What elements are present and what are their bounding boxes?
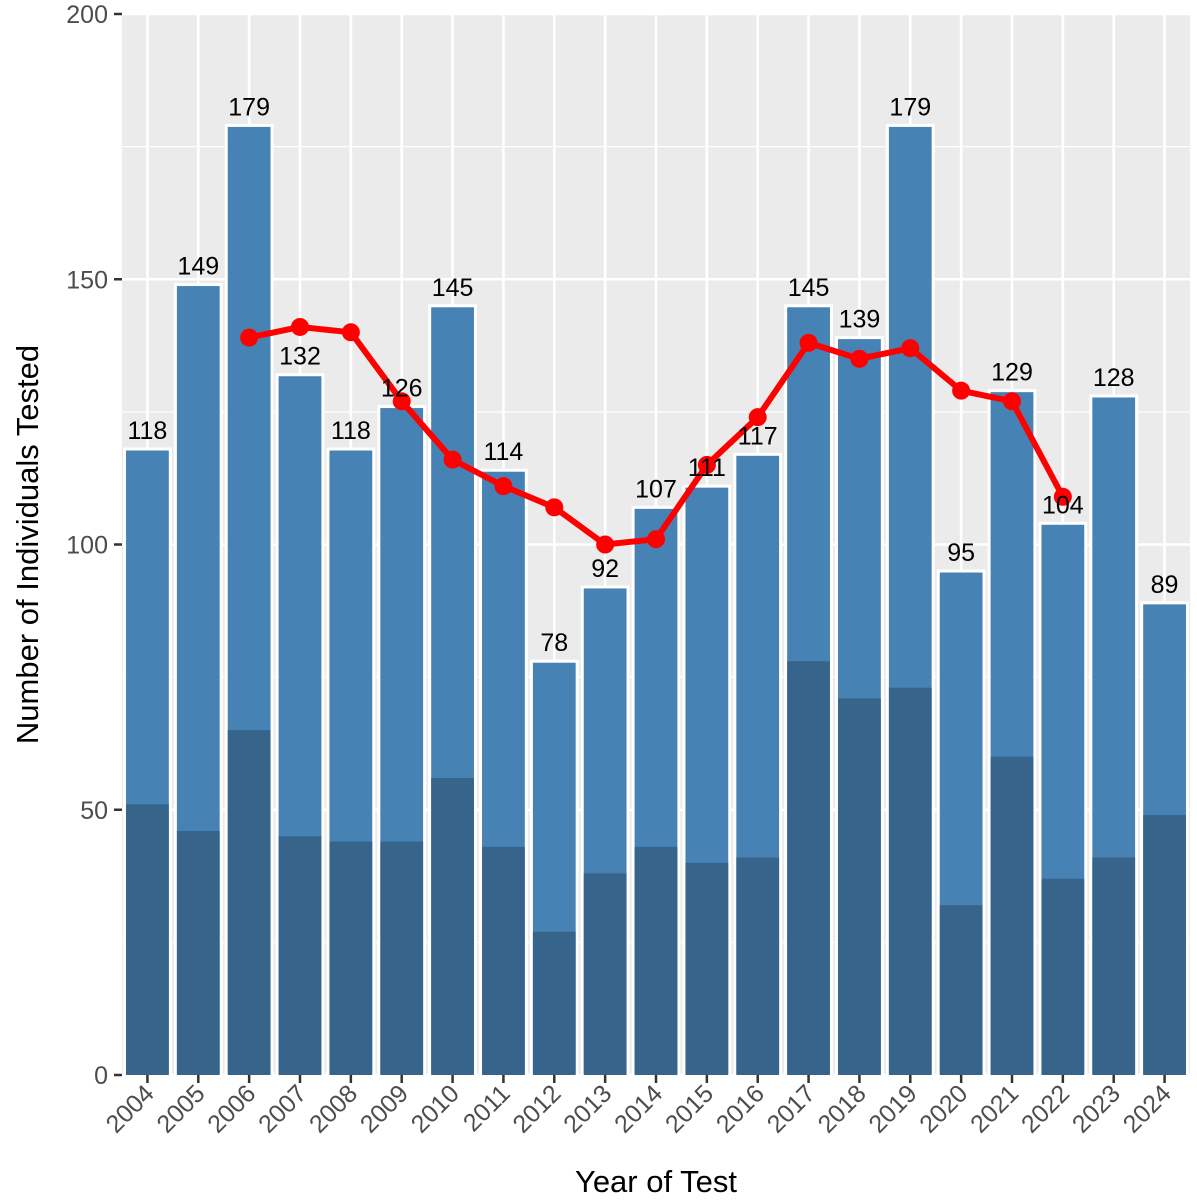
x-tick-label-2009: 2009	[355, 1079, 414, 1138]
bar-subset-2004	[126, 804, 169, 1075]
x-tick-label-2010: 2010	[406, 1079, 465, 1138]
x-tick-label-2014: 2014	[609, 1079, 668, 1138]
data-label-2010: 145	[432, 274, 474, 302]
x-tick-label-2019: 2019	[863, 1079, 922, 1138]
data-labels: 118 149 179 132 118 126 145 114 78 92 107 111 117 145…	[127, 93, 1178, 657]
x-tick-label-2005: 2005	[151, 1079, 210, 1138]
bar-subset-2016	[736, 857, 780, 1075]
bar-subset-2009	[380, 841, 424, 1075]
x-axis-title: Year of Test	[575, 1164, 737, 1199]
y-tick-label: 150	[66, 266, 108, 294]
line-layer	[240, 317, 1072, 554]
x-tick-label-2017: 2017	[762, 1079, 821, 1138]
bar-subset-2005	[176, 830, 220, 1075]
data-label-2018: 139	[839, 306, 881, 334]
data-label-2014: 107	[635, 475, 677, 503]
line-point-2011	[494, 477, 513, 496]
line-point-2017	[799, 333, 818, 352]
line-point-2014	[647, 530, 665, 549]
x-tick-label-2023: 2023	[1067, 1079, 1126, 1138]
line-point-2019	[901, 339, 920, 358]
y-axis: 0 50 100 150 200	[66, 1, 122, 1090]
line-point-2021	[1003, 392, 1021, 411]
bar-subset-2021	[990, 756, 1034, 1075]
y-tick-label: 0	[94, 1062, 108, 1090]
y-tick-label: 200	[66, 1, 108, 29]
data-label-2015: 111	[688, 454, 726, 482]
data-label-2016: 117	[738, 422, 778, 450]
line-point-2016	[748, 408, 767, 427]
x-tick-label-2016: 2016	[711, 1079, 770, 1138]
data-label-2004: 118	[127, 417, 167, 445]
bar-subset-2020	[939, 905, 983, 1075]
data-label-2011: 114	[483, 438, 523, 466]
bar-subset-2014	[634, 846, 678, 1075]
data-label-2009: 126	[381, 375, 423, 403]
bar-subset-2006	[227, 730, 271, 1075]
line-point-2012	[545, 498, 564, 517]
data-label-2012: 78	[540, 629, 568, 657]
bar-subset-2010	[431, 777, 474, 1075]
data-label-2022: 104	[1042, 491, 1084, 519]
x-tick-label-2011: 2011	[458, 1079, 516, 1137]
line-point-2015	[697, 455, 716, 474]
x-tick-label-2021: 2021	[965, 1079, 1024, 1138]
data-label-2006: 179	[228, 93, 270, 121]
data-label-2021: 129	[991, 359, 1033, 387]
data-label-2013: 92	[591, 555, 619, 583]
bar-subset-2017	[787, 661, 830, 1075]
bar-subset-2008	[329, 841, 373, 1075]
line-point-2006	[240, 328, 259, 347]
data-label-2020: 95	[947, 539, 975, 567]
data-label-2023: 128	[1093, 364, 1135, 392]
data-label-2019: 179	[889, 93, 931, 121]
data-label-2024: 89	[1151, 571, 1179, 599]
x-tick-label-2020: 2020	[914, 1079, 973, 1138]
x-tick-label-2013: 2013	[558, 1079, 617, 1138]
bar-subset-2022	[1041, 878, 1085, 1075]
bar-subset-2023	[1092, 857, 1136, 1075]
bar-subset-2013	[583, 873, 627, 1075]
x-tick-label-2018: 2018	[813, 1079, 872, 1138]
bar-subset-2015	[685, 862, 729, 1075]
x-tick-label-2004: 2004	[101, 1079, 160, 1138]
x-tick-label-2008: 2008	[304, 1079, 363, 1138]
line-point-2008	[341, 323, 360, 342]
y-axis-title: Number of Individuals Tested	[10, 345, 45, 744]
line-point-2007	[291, 317, 309, 336]
bar-subset-2012	[532, 931, 576, 1075]
line-point-2009	[392, 392, 411, 411]
bar-subset-2024	[1143, 815, 1186, 1075]
line-point-2010	[443, 450, 462, 469]
x-tick-label-2022: 2022	[1016, 1079, 1075, 1138]
x-tick-label-2024: 2024	[1118, 1079, 1177, 1138]
data-label-2005: 149	[177, 253, 219, 281]
x-tick-label-2007: 2007	[253, 1079, 312, 1138]
y-tick-label: 100	[66, 532, 108, 560]
x-axis: 2004200520062007200820092010201120122013…	[101, 1075, 1177, 1139]
bar-subset-2019	[888, 687, 932, 1075]
x-tick-label-2015: 2015	[660, 1079, 719, 1138]
data-label-2017: 145	[788, 274, 830, 302]
line-point-2020	[952, 381, 971, 400]
data-label-2007: 132	[279, 343, 321, 371]
y-tick-label: 50	[80, 797, 108, 825]
data-label-2008: 118	[331, 417, 371, 445]
bar-subset-2011	[482, 846, 525, 1075]
bar-subset-2007	[278, 836, 322, 1075]
line-point-2022	[1053, 487, 1072, 506]
line-point-2018	[850, 349, 869, 368]
bar-subset-2018	[838, 698, 881, 1075]
bars-layer	[123, 123, 1189, 1077]
x-tick-label-2006: 2006	[202, 1079, 261, 1138]
x-tick-label-2012: 2012	[507, 1079, 566, 1138]
line-point-2013	[596, 535, 615, 554]
